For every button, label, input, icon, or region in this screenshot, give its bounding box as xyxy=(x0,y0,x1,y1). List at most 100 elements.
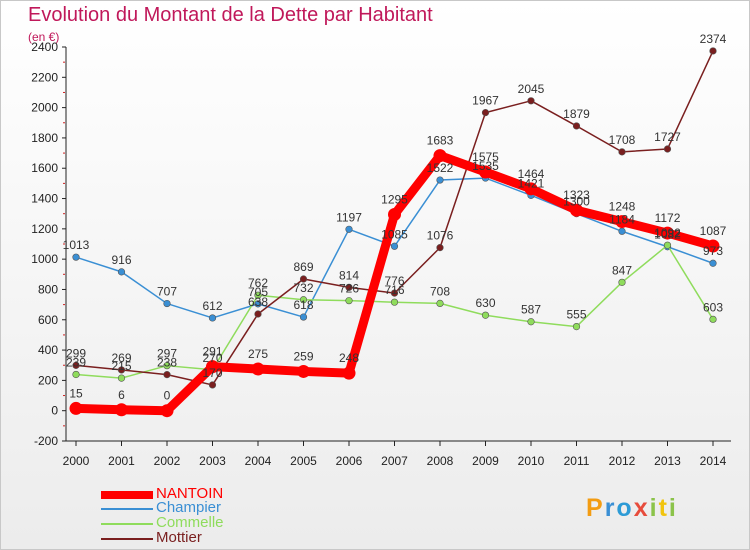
data-point xyxy=(206,360,219,374)
y-axis-unit-label: (en €) xyxy=(28,30,60,44)
data-label: 1076 xyxy=(427,229,454,243)
data-label: 269 xyxy=(111,351,131,365)
data-point xyxy=(481,311,490,319)
legend-swatch xyxy=(101,538,153,540)
data-point xyxy=(117,374,126,382)
data-label: 1421 xyxy=(518,176,545,190)
data-label: 1013 xyxy=(63,238,90,252)
data-label: 291 xyxy=(202,345,222,359)
data-point xyxy=(117,268,126,276)
y-tick-label: 1600 xyxy=(31,161,58,175)
data-point xyxy=(709,47,717,55)
y-tick-label: 1400 xyxy=(31,192,58,206)
data-label: 1522 xyxy=(427,161,454,175)
data-label: 869 xyxy=(293,260,313,274)
data-point xyxy=(251,362,265,376)
x-tick-label: 2012 xyxy=(609,454,636,468)
data-label: 973 xyxy=(703,244,723,258)
x-tick-label: 2000 xyxy=(63,454,90,468)
data-point xyxy=(115,403,128,417)
data-point xyxy=(163,299,171,308)
data-label: 814 xyxy=(339,268,359,282)
data-label: 1575 xyxy=(472,150,499,164)
y-tick-label: 600 xyxy=(38,313,58,327)
data-point xyxy=(345,283,353,291)
logo-letter: t xyxy=(658,494,669,522)
data-point xyxy=(527,97,535,105)
data-point xyxy=(254,300,262,308)
data-point xyxy=(299,313,308,321)
x-tick-label: 2008 xyxy=(427,454,454,468)
legend-label: Champier xyxy=(156,499,222,516)
data-point xyxy=(163,371,171,379)
data-label: 716 xyxy=(384,283,404,297)
data-point xyxy=(117,366,126,374)
data-point xyxy=(163,362,171,370)
y-tick-label: 800 xyxy=(38,282,58,296)
data-label: 1172 xyxy=(655,211,681,225)
data-point xyxy=(345,297,353,305)
x-tick-label: 2004 xyxy=(245,454,272,468)
data-label: 555 xyxy=(566,308,586,322)
data-label: 215 xyxy=(111,359,131,373)
data-point xyxy=(436,244,444,252)
data-point xyxy=(436,176,444,184)
data-label: 705 xyxy=(248,285,268,299)
data-point xyxy=(433,149,447,163)
data-point xyxy=(208,381,217,389)
x-tick-label: 2007 xyxy=(381,454,408,468)
x-tick-label: 2010 xyxy=(518,454,545,468)
y-tick-label: 2400 xyxy=(31,40,58,54)
data-point xyxy=(254,291,262,299)
y-tick-label: 400 xyxy=(38,343,58,357)
data-point xyxy=(570,203,583,217)
data-label: 1727 xyxy=(654,130,681,144)
y-tick-label: 1200 xyxy=(31,222,58,236)
data-point xyxy=(572,322,581,331)
data-label: 239 xyxy=(66,355,86,369)
data-label: 238 xyxy=(157,356,177,370)
logo-letter: i xyxy=(649,494,659,522)
data-point xyxy=(160,404,174,418)
data-label: 638 xyxy=(248,295,268,309)
x-tick-label: 2013 xyxy=(654,454,681,468)
data-point xyxy=(618,148,626,156)
x-tick-label: 2005 xyxy=(290,454,317,468)
y-tick-label: 2000 xyxy=(31,101,58,115)
data-point xyxy=(72,253,80,261)
proxiti-logo: Proxiti xyxy=(586,494,678,523)
data-label: 1879 xyxy=(563,107,590,121)
data-label: 1295 xyxy=(381,192,408,206)
data-point xyxy=(388,207,401,221)
data-point xyxy=(72,370,80,379)
data-label: 1248 xyxy=(609,200,636,214)
chart-title: Evolution du Montant de la Dette par Hab… xyxy=(28,4,433,26)
data-point xyxy=(709,315,717,323)
data-point xyxy=(524,182,538,196)
logo-letter: P xyxy=(586,494,605,522)
data-label: 1535 xyxy=(472,159,499,173)
data-label: 1092 xyxy=(654,226,681,240)
data-label: 2374 xyxy=(700,32,727,46)
legend-label: Commelle xyxy=(156,514,224,531)
x-tick-label: 2001 xyxy=(108,454,135,468)
legend-swatch xyxy=(101,491,153,499)
data-point xyxy=(527,318,535,326)
data-point xyxy=(72,361,80,369)
data-label: 2045 xyxy=(518,82,545,96)
data-label: 916 xyxy=(111,253,131,267)
data-point xyxy=(436,299,444,308)
data-label: 15 xyxy=(69,386,83,400)
data-label: 618 xyxy=(293,298,313,312)
data-label: 732 xyxy=(293,281,313,295)
data-point xyxy=(615,215,629,229)
data-point xyxy=(299,275,308,283)
x-tick-label: 2003 xyxy=(199,454,226,468)
logo-letter: i xyxy=(668,494,678,522)
x-tick-label: 2014 xyxy=(700,454,727,468)
data-label: 707 xyxy=(157,285,177,299)
legend-label: NANTOIN xyxy=(156,485,224,502)
data-label: 708 xyxy=(430,284,450,298)
data-label: 1967 xyxy=(472,94,499,108)
